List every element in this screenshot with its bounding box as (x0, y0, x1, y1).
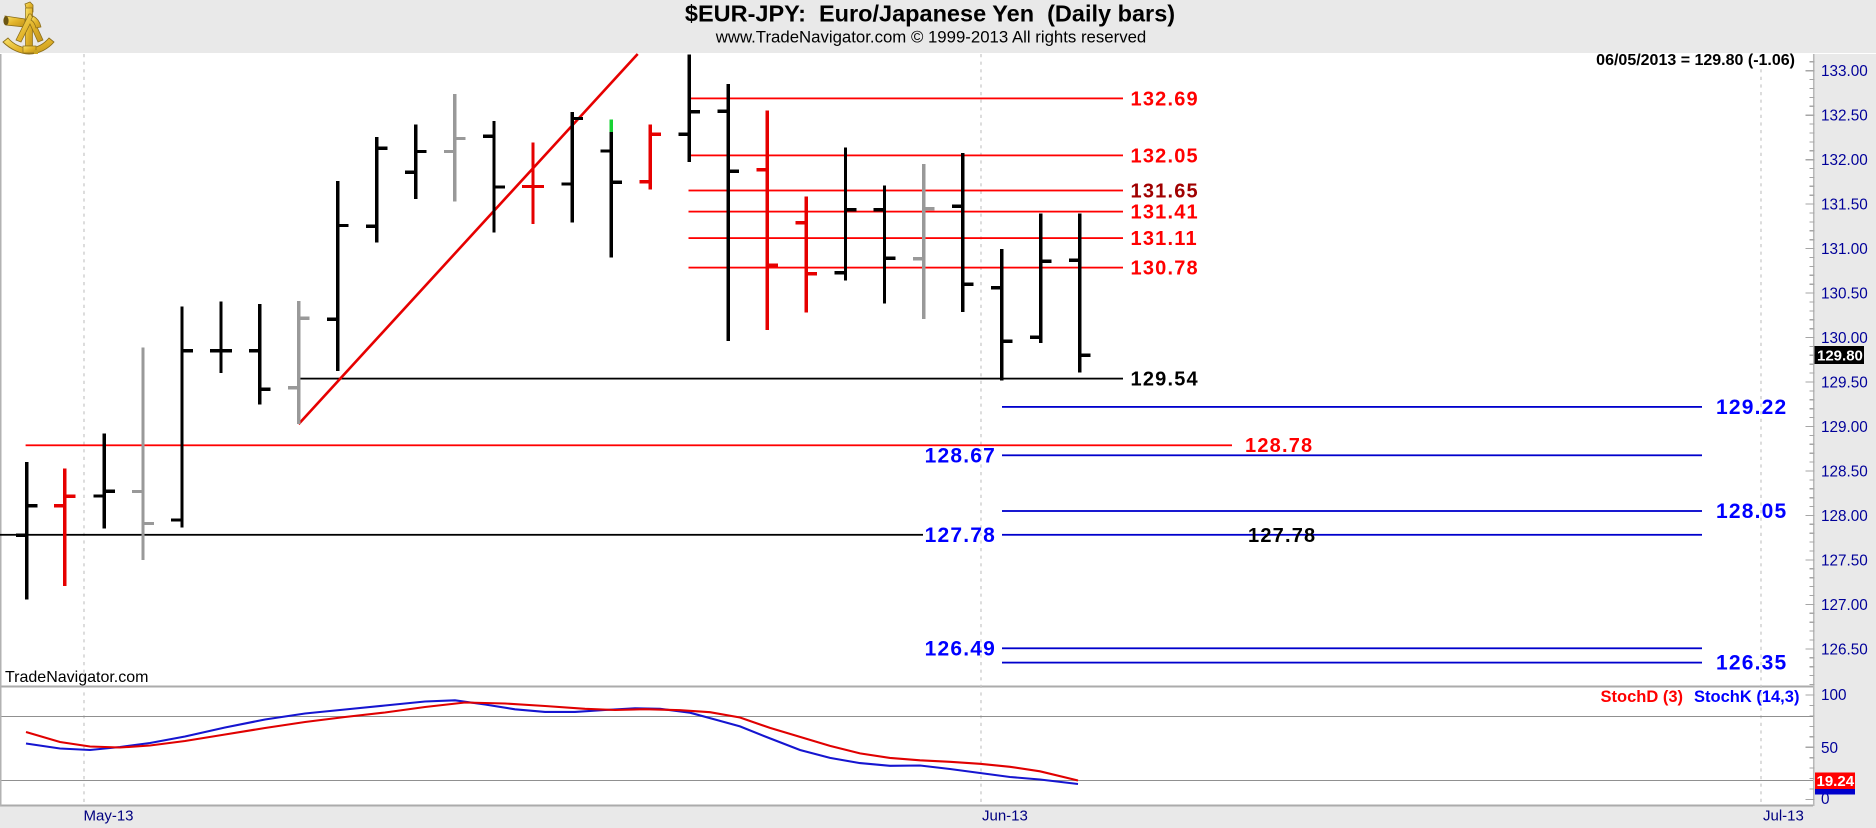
svg-text:128.05: 128.05 (1716, 500, 1787, 523)
svg-text:StochD (3): StochD (3) (1601, 688, 1684, 706)
svg-text:06/05/2013 = 129.80 (-1.06): 06/05/2013 = 129.80 (-1.06) (1596, 52, 1795, 69)
svg-text:127.78: 127.78 (1248, 525, 1316, 547)
svg-text:127.78: 127.78 (925, 524, 996, 547)
svg-text:50: 50 (1821, 740, 1838, 757)
svg-text:131.00: 131.00 (1821, 241, 1868, 258)
svg-text:128.67: 128.67 (925, 444, 996, 467)
svg-text:Jul-13: Jul-13 (1763, 808, 1804, 825)
svg-text:131.11: 131.11 (1131, 228, 1198, 250)
svg-text:131.65: 131.65 (1131, 181, 1199, 203)
svg-text:130.78: 130.78 (1131, 258, 1199, 280)
svg-text:127.00: 127.00 (1821, 597, 1868, 614)
svg-text:126.50: 126.50 (1821, 641, 1868, 658)
svg-text:Jun-13: Jun-13 (982, 808, 1028, 825)
svg-text:129.22: 129.22 (1716, 396, 1787, 419)
svg-text:StochK (14,3): StochK (14,3) (1694, 688, 1799, 706)
svg-text:$EUR-JPY: Euro/Japanese Yen: $EUR-JPY: Euro/Japanese Yen (Daily bars) (685, 1, 1175, 27)
svg-text:129.00: 129.00 (1821, 419, 1868, 436)
svg-text:132.00: 132.00 (1821, 152, 1868, 169)
svg-text:May-13: May-13 (84, 808, 134, 825)
svg-text:128.78: 128.78 (1245, 435, 1313, 457)
svg-text:www.TradeNavigator.com © 1999-: www.TradeNavigator.com © 1999-2013 All r… (715, 28, 1147, 47)
svg-text:132.69: 132.69 (1131, 88, 1199, 110)
svg-text:132.05: 132.05 (1131, 145, 1199, 167)
svg-text:132.50: 132.50 (1821, 108, 1868, 125)
svg-text:131.50: 131.50 (1821, 197, 1868, 214)
svg-text:127.50: 127.50 (1821, 552, 1868, 569)
svg-text:129.50: 129.50 (1821, 375, 1868, 392)
svg-text:129.54: 129.54 (1131, 369, 1199, 391)
svg-text:0: 0 (1821, 791, 1830, 808)
svg-text:TradeNavigator.com: TradeNavigator.com (5, 669, 148, 686)
svg-text:128.00: 128.00 (1821, 508, 1868, 525)
svg-text:128.50: 128.50 (1821, 464, 1868, 481)
svg-text:130.00: 130.00 (1821, 330, 1868, 347)
svg-text:126.35: 126.35 (1716, 652, 1787, 675)
svg-text:133.00: 133.00 (1821, 63, 1868, 80)
svg-text:131.41: 131.41 (1131, 202, 1199, 224)
svg-text:130.50: 130.50 (1821, 286, 1868, 303)
svg-text:100: 100 (1821, 687, 1847, 704)
svg-text:19.24: 19.24 (1817, 773, 1855, 790)
svg-text:126.49: 126.49 (925, 637, 996, 660)
svg-text:129.80: 129.80 (1817, 348, 1863, 365)
